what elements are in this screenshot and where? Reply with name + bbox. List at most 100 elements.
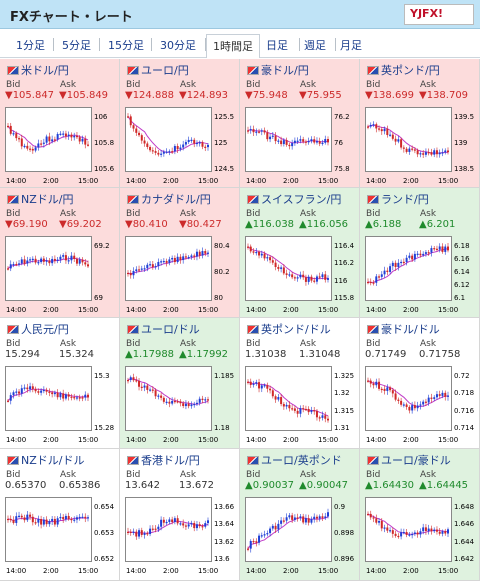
candle-body	[391, 134, 394, 139]
chart-frame	[245, 107, 332, 172]
ask-value: ▼80.427	[179, 219, 222, 230]
pair-title-text: 豪ドル/ドル	[381, 323, 440, 336]
ask-value: ▲0.90047	[299, 480, 349, 491]
candle-body	[249, 129, 252, 131]
candle-body	[321, 415, 324, 418]
price-chart[interactable]: 76.2 76 75.8 14:00 2:00 15:00	[245, 107, 353, 187]
x-tick-label: 2:00	[163, 436, 179, 444]
candle-body	[127, 380, 129, 382]
candle-body	[447, 395, 449, 397]
candle-body	[190, 255, 193, 257]
pair-title[interactable]: 英ポンド/円	[367, 62, 440, 78]
ask-value: ▼124.893	[179, 90, 229, 101]
price-chart[interactable]: 13.66 13.64 13.62 13.6 14:00 2:00 15:00	[125, 497, 234, 577]
tab-2[interactable]: 15分足	[108, 39, 144, 52]
candle-body	[391, 390, 394, 394]
tab-7[interactable]: 月足	[340, 39, 362, 52]
bid-label: Bid	[366, 209, 381, 219]
price-chart[interactable]: 15.3 15.28 14:00 2:00 15:00	[5, 366, 114, 446]
tab-3[interactable]: 30分足	[160, 39, 196, 52]
pair-title[interactable]: スイスフラン/円	[247, 191, 341, 207]
candle-body	[397, 535, 400, 538]
pair-title[interactable]: 豪ドル/ドル	[367, 321, 440, 337]
price-chart[interactable]: 1.185 1.18 14:00 2:00 15:00	[125, 366, 234, 446]
rate-cell[interactable]: ユーロ/豪ドル Bid ▲1.64430 Ask ▲1.64445 1.648 1.646 1…	[360, 449, 480, 581]
ask-label: Ask	[180, 339, 197, 349]
price-chart[interactable]: 1.648 1.646 1.644 1.642 14:00 2:00 15:00	[365, 497, 474, 577]
pair-title[interactable]: ユーロ/豪ドル	[367, 452, 451, 468]
flag-icon	[7, 456, 19, 465]
rate-cell[interactable]: 豪ドル/ドル Bid 0.71749 Ask 0.71758 0.72 0.718 0.716…	[360, 318, 480, 449]
rate-cell[interactable]: ユーロ/英ポンド Bid ▲0.90037 Ask ▲0.90047 0.9 0.898 0.…	[240, 449, 360, 581]
flag-icon	[127, 195, 139, 204]
tab-5[interactable]: 日足	[266, 39, 288, 52]
price-chart[interactable]: 116.4 116.2 116 115.8 14:00 2:00 15:00	[245, 236, 354, 316]
pair-title[interactable]: カナダドル/円	[127, 191, 211, 207]
tab-1[interactable]: 5分足	[62, 39, 91, 52]
tab-6[interactable]: 週足	[304, 39, 326, 52]
price-chart[interactable]: 1.325 1.32 1.315 1.31 14:00 2:00 15:00	[245, 366, 354, 446]
x-tick-label: 15:00	[438, 177, 459, 185]
candle-body	[266, 533, 269, 535]
x-tick-label: 2:00	[403, 567, 419, 575]
price-chart[interactable]: 0.72 0.718 0.716 0.714 14:00 2:00 15:00	[365, 366, 474, 446]
rate-cell[interactable]: ユーロ/円 Bid ▼124.888 Ask ▼124.893 125.5 125 124.5…	[120, 59, 240, 188]
candle-body	[369, 513, 372, 518]
candle-body	[260, 130, 263, 132]
price-chart[interactable]: 125.5 125 124.5 14:00 2:00 15:00	[125, 107, 234, 187]
candle-body	[87, 517, 89, 519]
pair-title[interactable]: 英ポンド/ドル	[247, 321, 331, 337]
candle-body	[271, 135, 274, 137]
pair-title[interactable]: 人民元/円	[7, 321, 69, 337]
candle-body	[201, 526, 204, 528]
y-tick-label: 69.2	[94, 242, 110, 250]
chart-frame	[245, 497, 332, 562]
tab-separator	[151, 38, 152, 51]
pair-title-text: 米ドル/円	[21, 64, 69, 77]
candle-body	[433, 248, 436, 250]
tab-0[interactable]: 1分足	[16, 39, 45, 52]
price-chart[interactable]: 139.5 139 138.5 14:00 2:00 15:00	[365, 107, 474, 187]
price-chart[interactable]: 80.4 80.2 80 14:00 2:00 15:00	[125, 236, 233, 316]
candle-body	[327, 418, 329, 421]
pair-title[interactable]: 豪ドル/円	[247, 62, 309, 78]
pair-title[interactable]: ユーロ/ドル	[127, 321, 200, 337]
price-chart[interactable]: 106 105.8 105.6 14:00 2:00 15:00	[5, 107, 114, 187]
candle-body	[132, 531, 135, 533]
rate-cell[interactable]: ユーロ/ドル Bid ▲1.17988 Ask ▲1.17992 1.185 1.18 14:…	[120, 318, 240, 449]
pair-title[interactable]: NZドル/ドル	[7, 452, 84, 468]
rate-cell[interactable]: NZドル/ドル Bid 0.65370 Ask 0.65386 0.654 0.653 0.6…	[0, 449, 120, 581]
rate-cell[interactable]: スイスフラン/円 Bid ▲116.038 Ask ▲116.056 116.4 116.2…	[240, 188, 360, 318]
price-chart[interactable]: 6.18 6.16 6.14 6.12 6.1 14:00 2:00 15:00	[365, 236, 473, 316]
rate-cell[interactable]: 豪ドル/円 Bid ▼75.948 Ask ▼75.955 76.2 76 75.8 14:00…	[240, 59, 360, 188]
yjfx-logo[interactable]: YJFX!	[404, 4, 474, 25]
candle-body	[53, 518, 56, 525]
pair-title[interactable]: 香港ドル/円	[127, 452, 200, 468]
candle-body	[413, 405, 416, 409]
pair-title[interactable]: ユーロ/英ポンド	[247, 452, 342, 468]
candle-body	[201, 142, 204, 147]
pair-title[interactable]: 米ドル/円	[7, 62, 69, 78]
rate-cell[interactable]: ランド/円 Bid ▲6.188 Ask ▲6.201 6.18 6.16 6.14 6.12 6…	[360, 188, 480, 318]
pair-title[interactable]: ユーロ/円	[127, 62, 189, 78]
rate-cell[interactable]: カナダドル/円 Bid ▼80.410 Ask ▼80.427 80.4 80.2 80 14:…	[120, 188, 240, 318]
candle-body	[288, 274, 291, 276]
rate-cell[interactable]: 英ポンド/ドル Bid 1.31038 Ask 1.31048 1.325 1.32 1.31…	[240, 318, 360, 449]
pair-title[interactable]: NZドル/円	[7, 191, 73, 207]
pair-title-text: スイスフラン/円	[261, 193, 342, 206]
candle-body	[146, 385, 149, 390]
rate-cell[interactable]: 米ドル/円 Bid ▼105.847 Ask ▼105.849 106 105.8 105.6…	[0, 59, 120, 188]
bid-label: Bid	[246, 80, 261, 90]
rate-cell[interactable]: NZドル/円 Bid ▼69.190 Ask ▼69.202 69.2 69 14:00 2:0…	[0, 188, 120, 318]
rate-cell[interactable]: 香港ドル/円 Bid 13.642 Ask 13.672 13.66 13.64 13.62 1…	[120, 449, 240, 581]
candle-body	[291, 408, 294, 410]
candle-body	[129, 377, 132, 381]
tab-4[interactable]: 1時間足	[206, 34, 260, 58]
price-chart[interactable]: 69.2 69 14:00 2:00 15:00	[5, 236, 113, 316]
pair-title[interactable]: ランド/円	[367, 191, 429, 207]
rate-cell[interactable]: 英ポンド/円 Bid ▼138.699 Ask ▼138.709 139.5 139 138.…	[360, 59, 480, 188]
price-chart[interactable]: 0.9 0.898 0.896 14:00 2:00 15:00	[245, 497, 354, 577]
candle-body	[26, 387, 29, 390]
price-chart[interactable]: 0.654 0.653 0.652 14:00 2:00 15:00	[5, 497, 114, 577]
rate-cell[interactable]: 人民元/円 Bid 15.294 Ask 15.324 15.3 15.28 14:00 2:0…	[0, 318, 120, 449]
